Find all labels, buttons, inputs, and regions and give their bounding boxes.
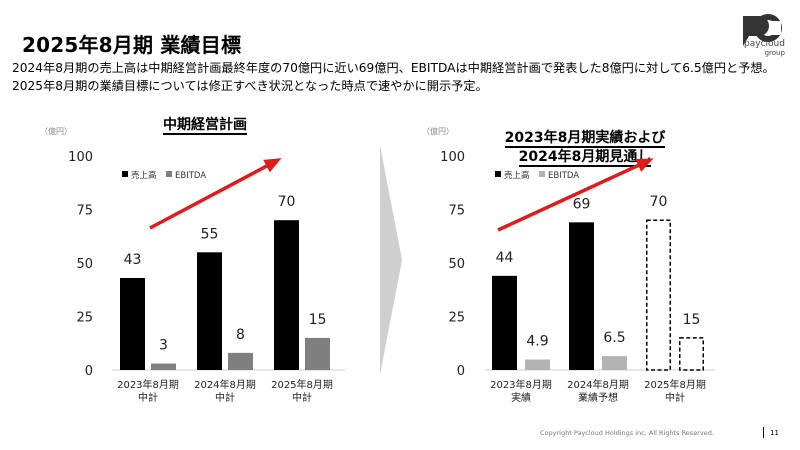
y-tick-label: 0 — [85, 364, 93, 379]
data-label: 55 — [201, 226, 219, 242]
bar-ebitda-1 — [525, 359, 550, 370]
data-label: 6.5 — [603, 330, 625, 346]
page-description: 2024年8月期の売上高は中期経営計画最終年度の70億円に近い69億円、EBIT… — [12, 61, 775, 93]
data-label: 15 — [683, 312, 701, 328]
data-label: 4.9 — [526, 334, 548, 350]
bar-revenue-2 — [569, 222, 594, 370]
x-category-label: 2024年8月期 — [194, 378, 256, 391]
legend-swatch-revenue — [122, 171, 128, 177]
data-label: 44 — [496, 250, 514, 266]
legend-label-revenue: 売上高 — [131, 170, 157, 181]
trend-arrow-line — [497, 158, 651, 232]
y-tick-label: 50 — [76, 257, 93, 272]
legend-label-ebitda: EBITDA — [175, 171, 206, 181]
axis-unit-label: （億円） — [40, 126, 72, 136]
logo-sub: group — [764, 49, 785, 57]
x-category-label: 中計 — [665, 391, 685, 404]
legend-swatch-ebitda — [166, 171, 172, 177]
footer-divider — [763, 427, 764, 438]
paycloud-logo — [743, 14, 782, 46]
chart2-title-text: 2023年8月期実績および 2024年8月期見通し — [504, 130, 666, 167]
bar-ebitda-2 — [602, 356, 627, 370]
y-tick-label: 100 — [68, 150, 93, 165]
footer-copyright: Copyright Paycloud Holdings inc. All Rig… — [540, 429, 714, 437]
y-tick-label: 75 — [76, 204, 93, 219]
bar-ebitda-1 — [151, 363, 176, 370]
y-tick-label: 100 — [440, 150, 465, 165]
legend-swatch-revenue — [495, 171, 501, 177]
axis-unit-label: （億円） — [422, 126, 454, 136]
bar-revenue-3 — [274, 220, 299, 370]
legend-swatch-ebitda — [539, 171, 545, 177]
y-tick-label: 0 — [457, 364, 465, 379]
x-category-label: 2024年8月期 — [567, 378, 629, 391]
page-title: 2025年8月期 業績目標 — [22, 33, 242, 57]
data-label: 70 — [278, 194, 296, 210]
data-label: 3 — [159, 338, 168, 354]
legend-label-ebitda: EBITDA — [548, 171, 579, 181]
bar-ebitda-3 — [305, 337, 330, 370]
y-tick-label: 25 — [448, 311, 465, 326]
logo-text: paycloud group — [744, 40, 785, 58]
bar-ebitda-2 — [228, 352, 253, 370]
data-label: 69 — [573, 196, 591, 212]
trend-arrow-line — [149, 158, 279, 230]
bar-ebitda-3 — [679, 337, 704, 371]
x-category-label: 2023年8月期 — [490, 378, 552, 391]
bar-revenue-2 — [197, 252, 222, 370]
chart1-title: 中期経営計画 — [130, 116, 280, 135]
y-tick-label: 25 — [76, 311, 93, 326]
bar-revenue-3 — [646, 219, 671, 371]
data-label: 70 — [650, 194, 668, 210]
x-category-label: 2025年8月期 — [271, 378, 333, 391]
x-category-label: 業績予想 — [578, 391, 618, 404]
data-label: 43 — [124, 252, 142, 268]
data-label: 8 — [236, 327, 245, 343]
bar-revenue-1 — [492, 275, 517, 370]
x-category-label: 中計 — [138, 391, 158, 404]
logo-name: paycloud — [744, 39, 785, 49]
divider-chevron-icon — [380, 145, 402, 375]
chart1-title-text: 中期経営計画 — [163, 117, 247, 135]
legend-label-revenue: 売上高 — [504, 170, 530, 181]
chart2-title: 2023年8月期実績および 2024年8月期見通し — [480, 110, 690, 167]
x-category-label: 中計 — [292, 391, 312, 404]
trend-arrowhead-icon — [263, 158, 282, 173]
trend-arrowhead-icon — [635, 158, 654, 172]
data-label: 15 — [309, 312, 327, 328]
y-tick-label: 50 — [448, 257, 465, 272]
x-category-label: 実績 — [511, 391, 531, 404]
page-number: 11 — [770, 429, 779, 437]
x-category-label: 2023年8月期 — [117, 378, 179, 391]
y-tick-label: 75 — [448, 204, 465, 219]
bar-revenue-1 — [120, 277, 145, 370]
x-category-label: 2025年8月期 — [644, 378, 706, 391]
x-category-label: 中計 — [215, 391, 235, 404]
